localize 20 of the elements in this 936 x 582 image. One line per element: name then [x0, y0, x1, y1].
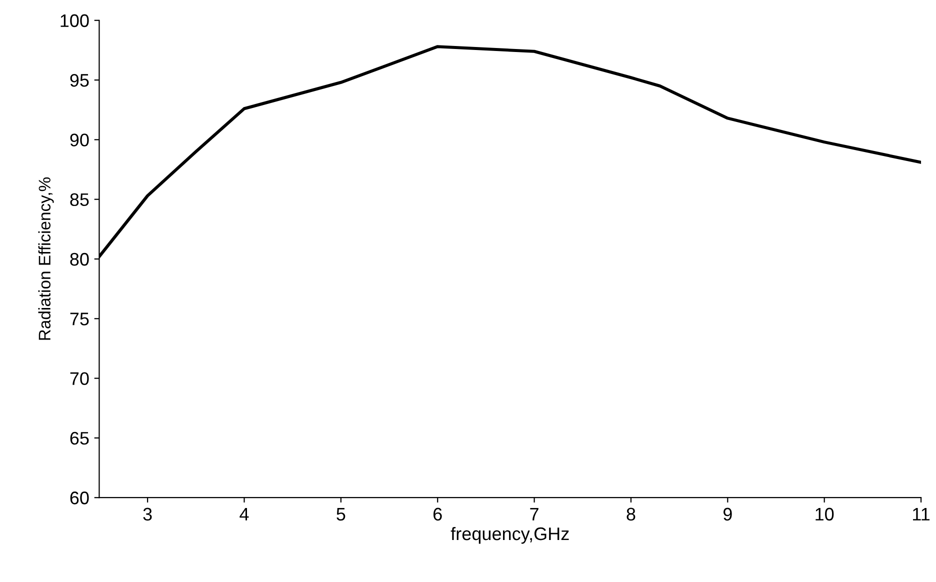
y-tick-label: 60: [70, 492, 89, 504]
x-tick-label: 7: [530, 508, 538, 520]
y-tick-label: 95: [70, 74, 89, 87]
y-tick-label: 70: [70, 372, 89, 386]
y-tick-label: 75: [70, 312, 89, 326]
x-axis-title: frequency,GHz: [450, 526, 569, 544]
x-tick-label: 5: [336, 508, 346, 521]
x-tick-label: 8: [626, 508, 636, 521]
x-tick-label: 3: [143, 508, 152, 521]
y-tick-label: 80: [70, 252, 89, 266]
x-tick-label: 4: [240, 508, 249, 520]
x-tick-label: 9: [723, 508, 732, 521]
x-tick-label: 6: [434, 508, 442, 521]
x-tick-label: 10: [816, 508, 834, 521]
y-axis-title: Radiation Efficiency,%: [38, 177, 54, 340]
y-tick-label: 100: [60, 14, 89, 28]
y-tick-label: 85: [70, 193, 89, 206]
y-tick-label: 90: [70, 134, 89, 146]
x-tick-label: 11: [913, 508, 930, 520]
y-tick-label: 65: [70, 432, 89, 445]
